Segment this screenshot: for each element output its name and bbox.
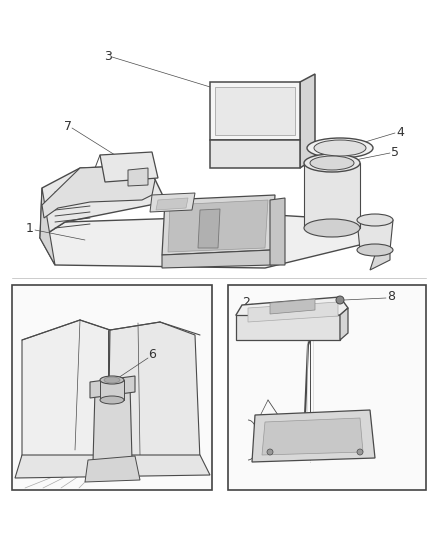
Polygon shape [40, 165, 165, 238]
Polygon shape [40, 188, 55, 265]
Circle shape [267, 449, 273, 455]
Polygon shape [156, 198, 188, 210]
Polygon shape [42, 165, 155, 218]
Polygon shape [162, 195, 275, 255]
Circle shape [357, 449, 363, 455]
Ellipse shape [104, 377, 120, 383]
Polygon shape [162, 250, 272, 268]
Ellipse shape [357, 214, 393, 226]
Ellipse shape [310, 156, 354, 170]
Polygon shape [236, 315, 340, 340]
Polygon shape [236, 297, 348, 322]
Text: 7: 7 [64, 120, 72, 133]
Polygon shape [90, 376, 135, 398]
Polygon shape [100, 380, 124, 400]
Polygon shape [198, 209, 220, 248]
Polygon shape [22, 320, 110, 460]
Polygon shape [210, 140, 300, 168]
Polygon shape [300, 74, 315, 168]
Polygon shape [215, 87, 295, 135]
Polygon shape [370, 222, 390, 270]
Polygon shape [340, 308, 348, 340]
Polygon shape [85, 456, 140, 482]
Polygon shape [357, 220, 393, 250]
Ellipse shape [307, 138, 373, 158]
Ellipse shape [314, 140, 366, 156]
Polygon shape [150, 193, 195, 212]
Ellipse shape [304, 219, 360, 237]
Text: 1: 1 [26, 222, 34, 236]
Polygon shape [248, 302, 338, 322]
Polygon shape [40, 215, 390, 268]
Ellipse shape [304, 154, 360, 172]
Polygon shape [93, 385, 132, 462]
Polygon shape [108, 322, 200, 460]
Polygon shape [262, 418, 363, 455]
Bar [12, 285, 212, 490]
Text: 6: 6 [148, 349, 156, 361]
Polygon shape [100, 152, 158, 182]
Text: 8: 8 [387, 290, 395, 303]
Bar [228, 285, 426, 490]
Polygon shape [270, 198, 285, 265]
Ellipse shape [100, 376, 124, 384]
Polygon shape [252, 410, 375, 462]
Polygon shape [304, 163, 360, 228]
Polygon shape [128, 168, 148, 186]
Text: 5: 5 [391, 146, 399, 158]
Circle shape [336, 296, 344, 304]
Text: 4: 4 [396, 125, 404, 139]
Polygon shape [15, 455, 210, 478]
Ellipse shape [357, 244, 393, 256]
Text: 3: 3 [104, 50, 112, 62]
Ellipse shape [100, 396, 124, 404]
Text: 2: 2 [242, 295, 250, 309]
Polygon shape [270, 299, 315, 314]
Polygon shape [210, 82, 300, 140]
Polygon shape [168, 200, 268, 252]
